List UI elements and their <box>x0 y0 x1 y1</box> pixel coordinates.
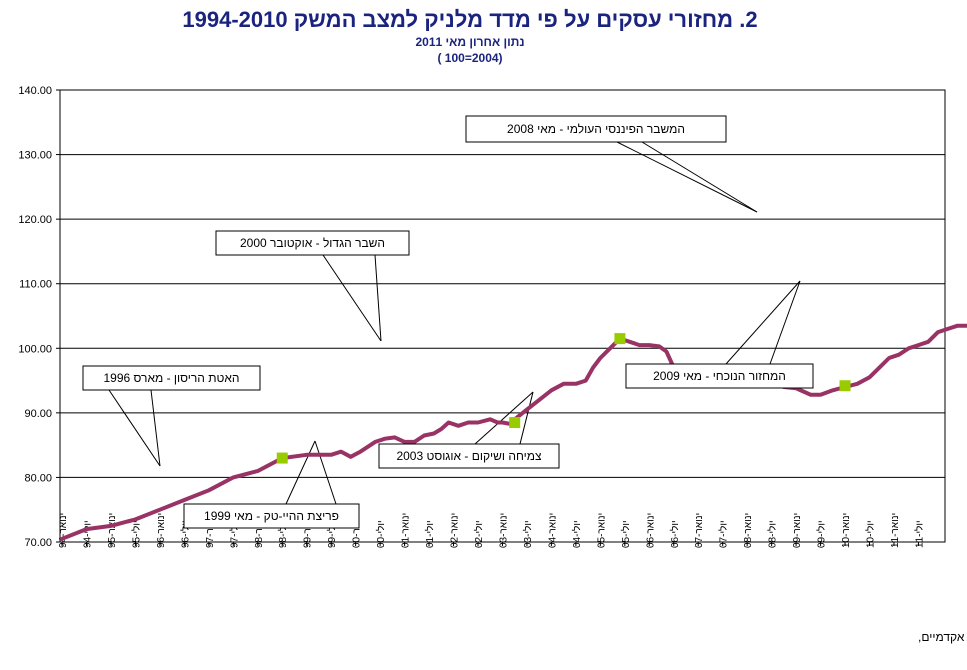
annotation-label: האטת הריסון - מארס 1996 <box>104 371 240 385</box>
annotation-leader-line <box>108 389 161 467</box>
y-tick-label: 110.00 <box>19 279 52 291</box>
x-tick-label: יולי-07 <box>718 520 730 548</box>
annotation-box <box>625 363 814 389</box>
plot-area <box>59 89 946 543</box>
x-tick-label: ינואר-06 <box>645 513 656 548</box>
annotation-leader-line <box>322 254 382 342</box>
y-tick-label: 100.00 <box>18 343 52 355</box>
annotation-box <box>215 230 410 256</box>
x-tick-label: יולי-05 <box>620 520 632 548</box>
turning-point-marker <box>614 333 626 345</box>
x-tick-label: יולי-04 <box>571 520 583 548</box>
y-tick-label: 80.00 <box>24 472 52 484</box>
x-tick-label: יולי-08 <box>767 520 779 548</box>
x-tick-label: יולי-02 <box>473 520 485 548</box>
annotation-leaders <box>108 141 801 505</box>
x-tick-label: יולי-01 <box>424 520 436 548</box>
annotation-leader-line <box>374 254 382 342</box>
x-tick-label: ינואר-96 <box>156 513 167 548</box>
turning-point-marker <box>276 452 288 464</box>
annotation-leader-line <box>150 389 161 467</box>
annotations: האטת הריסון - מארס 1996 פריצת ההיי-טק - מ… <box>82 115 814 529</box>
x-tick-label: יולי-00 <box>375 520 387 548</box>
annotation-leader-line <box>474 391 534 445</box>
x-tick-label: יולי-10 <box>865 520 877 548</box>
x-tick-label: יולי-95 <box>130 520 142 548</box>
annotation-label: השבר הגדול - אוקטובר 2000 <box>240 236 385 250</box>
turning-point-marker <box>839 380 851 392</box>
x-tick-label: ינואר-95 <box>107 513 118 548</box>
annotation-box <box>183 503 360 529</box>
gridlines <box>60 89 945 478</box>
annotation-label: המשבר הפיננסי העולמי - מאי 2008 <box>507 122 685 136</box>
x-tick-label: יולי-09 <box>816 520 828 548</box>
x-tick-label: יולי-03 <box>522 520 534 548</box>
annotation-leader-line <box>769 280 801 365</box>
x-tick-label: ינואר-09 <box>792 513 803 548</box>
footer-author: פרופ' רפי מלניק, המשנה לנשיא לעניינים אק… <box>918 630 967 644</box>
annotation-label: המחזור הנוכחי - מאי 2009 <box>653 369 786 383</box>
x-tick-label: יולי-11 <box>913 520 925 548</box>
x-tick-label: ינואר-01 <box>401 513 412 548</box>
annotation-box <box>465 115 727 143</box>
annotation-box <box>82 365 261 391</box>
x-tick-label: ינואר-97 <box>205 513 216 548</box>
x-tick-label: ינואר-03 <box>498 513 509 548</box>
annotation-leader-line <box>519 391 534 445</box>
annotation-box <box>378 443 560 469</box>
x-tick-label: ינואר-00 <box>352 513 363 548</box>
chart-subtitle-last-data: נתון אחרון מאי 2011 <box>416 35 525 49</box>
annotation-leader-line <box>314 440 337 505</box>
x-tick-label: ינואר-94 <box>58 513 69 548</box>
annotation-leader-line <box>725 280 801 365</box>
series-line-melnick-index <box>60 323 967 541</box>
x-tick-label: ינואר-02 <box>450 513 461 548</box>
x-tick-label: ינואר-04 <box>547 513 558 548</box>
annotation-leader-line <box>616 141 758 213</box>
annotation-label: צמיחה ושיקום - אוגוסט 2003 <box>396 449 542 463</box>
turning-point-markers <box>276 333 851 464</box>
y-tick-label: 140.00 <box>18 85 52 97</box>
x-tick-label: ינואר-10 <box>841 513 852 548</box>
chart-title: 2. מחזורי עסקים על פי מדד מלניק למצב המש… <box>182 7 757 32</box>
y-axis: 70.00 80.00 90.00 100.00 110.00 120.00 130.00 1… <box>18 85 60 549</box>
x-tick-label: ינואר-07 <box>694 513 705 548</box>
annotation-label: פריצת ההיי-טק - מאי 1999 <box>204 509 339 523</box>
x-tick-label: ינואר-99 <box>303 513 314 548</box>
annotation-leader-line <box>285 440 316 505</box>
x-tick-label: ינואר-08 <box>743 513 754 548</box>
annotation-leader-line <box>641 141 758 213</box>
turning-point-marker <box>509 417 521 429</box>
y-tick-label: 120.00 <box>18 214 52 226</box>
y-tick-label: 90.00 <box>24 408 52 420</box>
x-tick-label: יולי-94 <box>81 520 93 548</box>
x-tick-label: יולי-06 <box>669 520 681 548</box>
y-tick-label: 130.00 <box>18 150 52 162</box>
x-tick-label: ינואר-98 <box>254 513 265 548</box>
x-tick-label: ינואר-11 <box>890 513 901 548</box>
x-tick-label: ינואר-05 <box>596 513 607 548</box>
y-tick-label: 70.00 <box>24 537 52 549</box>
chart-subtitle-base: (2004=100 ) <box>437 51 502 65</box>
